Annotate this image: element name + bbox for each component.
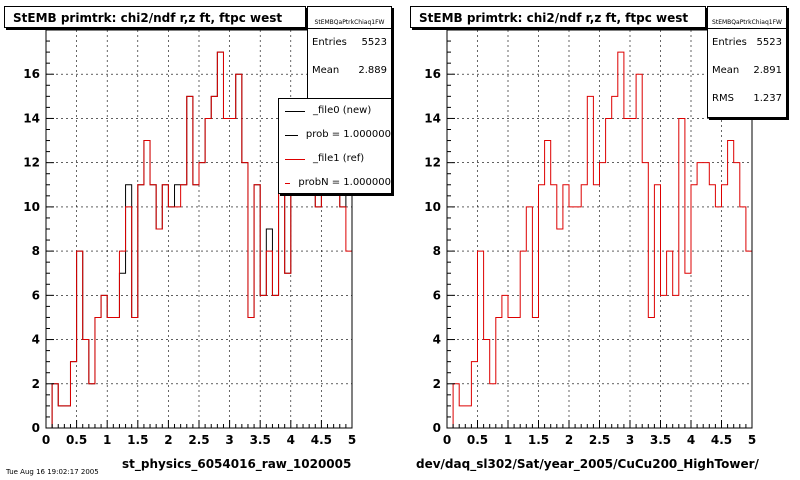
legend-item-file0: _file0 (new) [279, 99, 391, 123]
panel1-stats-name: StEMBQaPtrkChiaq1FW [308, 7, 391, 29]
footer-timestamp: Tue Aug 16 19:02:17 2005 [6, 468, 99, 476]
panel1-legend: _file0 (new) prob = 1.000000 _file1 (ref… [278, 98, 392, 194]
panel2-stats-box: StEMBQaPtrkChiaq1FW Entries 5523 Mean 2.… [707, 6, 787, 118]
legend-label-file0: _file0 (new) [313, 105, 372, 116]
panel1-xtick-label: 3.5 [250, 433, 271, 447]
panel1-stats-mean-label: Mean [312, 65, 340, 76]
legend-label-file1: _file1 (ref) [313, 153, 365, 164]
panel2-stats-name: StEMBQaPtrkChiaq1FW [708, 7, 786, 29]
panel1-xtick-label: 2.5 [188, 433, 209, 447]
panel1-xtick-label: 0.5 [66, 433, 87, 447]
panel1-ytick-label: 4 [32, 333, 40, 347]
legend-line-file0 [285, 110, 305, 112]
panel1-xtick-label: 0 [42, 433, 50, 447]
panel1-ytick-label: 0 [32, 421, 40, 435]
panel2-stats-entries-label: Entries [712, 37, 747, 48]
panel2-stats-mean: Mean 2.891 [708, 57, 786, 85]
legend-label-probn: probN = 1.000000 [298, 177, 391, 188]
legend-item-probn: probN = 1.000000 [279, 171, 391, 193]
panel2-ytick-label: 10 [424, 200, 441, 214]
panel2-xtick-label: 0.5 [467, 433, 488, 447]
panel2-ytick-label: 6 [433, 288, 441, 302]
legend-line-file1 [285, 158, 305, 160]
panel1-ytick-label: 10 [23, 200, 40, 214]
panel2-file-label: dev/daq_sl302/Sat/year_2005/CuCu200_High… [416, 457, 759, 471]
panel1-file-label: st_physics_6054016_raw_1020005 [122, 457, 352, 471]
panel1-stats-box: StEMBQaPtrkChiaq1FW Entries 5523 Mean 2.… [307, 6, 392, 100]
panel1-xtick-label: 4 [287, 433, 295, 447]
panel2-xtick-label: 2 [565, 433, 573, 447]
panel1-ytick-label: 6 [32, 288, 40, 302]
panel2-ytick-label: 12 [424, 156, 441, 170]
panel2-xtick-label: 5 [748, 433, 756, 447]
panel2-xtick-label: 3 [626, 433, 634, 447]
panel1-title: StEMB primtrk: chi2/ndf r,z ft, ftpc wes… [4, 6, 306, 28]
panel1-xtick-label: 5 [348, 433, 356, 447]
panel2-stats-entries-value: 5523 [756, 37, 782, 48]
panel1-ytick-label: 16 [23, 67, 40, 81]
panel2-title-text: StEMB primtrk: chi2/ndf r,z ft, ftpc wes… [419, 11, 689, 25]
legend-label-prob: prob = 1.000000 [305, 129, 391, 140]
panel2-stats-mean-value: 2.891 [753, 65, 782, 76]
panel1-stats-mean: Mean 2.889 [308, 57, 391, 85]
panel1-ytick-label: 2 [32, 377, 40, 391]
panel2-stats-entries: Entries 5523 [708, 29, 786, 57]
panel2-ytick-label: 16 [424, 67, 441, 81]
panel2-ytick-label: 4 [433, 333, 441, 347]
panel1-ytick-label: 8 [32, 244, 40, 258]
panel2-xtick-label: 0 [443, 433, 451, 447]
panel2-stats-rms: RMS 1.237 [708, 85, 786, 113]
panel2-xtick-label: 3.5 [650, 433, 671, 447]
panel1-stats-entries: Entries 5523 [308, 29, 391, 57]
legend-line-probn [285, 182, 291, 184]
panel2-stats-rms-label: RMS [712, 93, 734, 104]
panel1-xtick-label: 1 [103, 433, 111, 447]
panel2-xtick-label: 1.5 [528, 433, 549, 447]
legend-item-prob: prob = 1.000000 [279, 123, 391, 147]
legend-line-prob [285, 134, 298, 136]
panel1-xtick-label: 1.5 [127, 433, 148, 447]
panel2-ytick-label: 2 [433, 377, 441, 391]
panel1-ytick-label: 14 [23, 111, 40, 125]
panel1-stats-entries-label: Entries [312, 37, 347, 48]
panel2-xtick-label: 4.5 [711, 433, 732, 447]
panel2-xtick-label: 4 [687, 433, 695, 447]
panel1-xtick-label: 4.5 [311, 433, 332, 447]
panel2-ytick-label: 0 [433, 421, 441, 435]
panel1-stats-entries-value: 5523 [361, 37, 387, 48]
panel2-xtick-label: 1 [504, 433, 512, 447]
panel2-ytick-label: 14 [424, 111, 441, 125]
legend-item-file1: _file1 (ref) [279, 147, 391, 171]
panel1-title-text: StEMB primtrk: chi2/ndf r,z ft, ftpc wes… [13, 11, 283, 25]
panel1-xtick-label: 3 [225, 433, 233, 447]
panel1-ytick-label: 12 [23, 156, 40, 170]
panel2-ytick-label: 8 [433, 244, 441, 258]
panel2-title: StEMB primtrk: chi2/ndf r,z ft, ftpc wes… [410, 6, 706, 28]
panel1-stats-mean-value: 2.889 [358, 65, 387, 76]
panel1-xtick-label: 2 [164, 433, 172, 447]
panel2-xtick-label: 2.5 [589, 433, 610, 447]
panel2-series-file1-ref [447, 51, 753, 429]
panel2-stats-rms-value: 1.237 [753, 93, 782, 104]
panel2-stats-mean-label: Mean [712, 65, 740, 76]
